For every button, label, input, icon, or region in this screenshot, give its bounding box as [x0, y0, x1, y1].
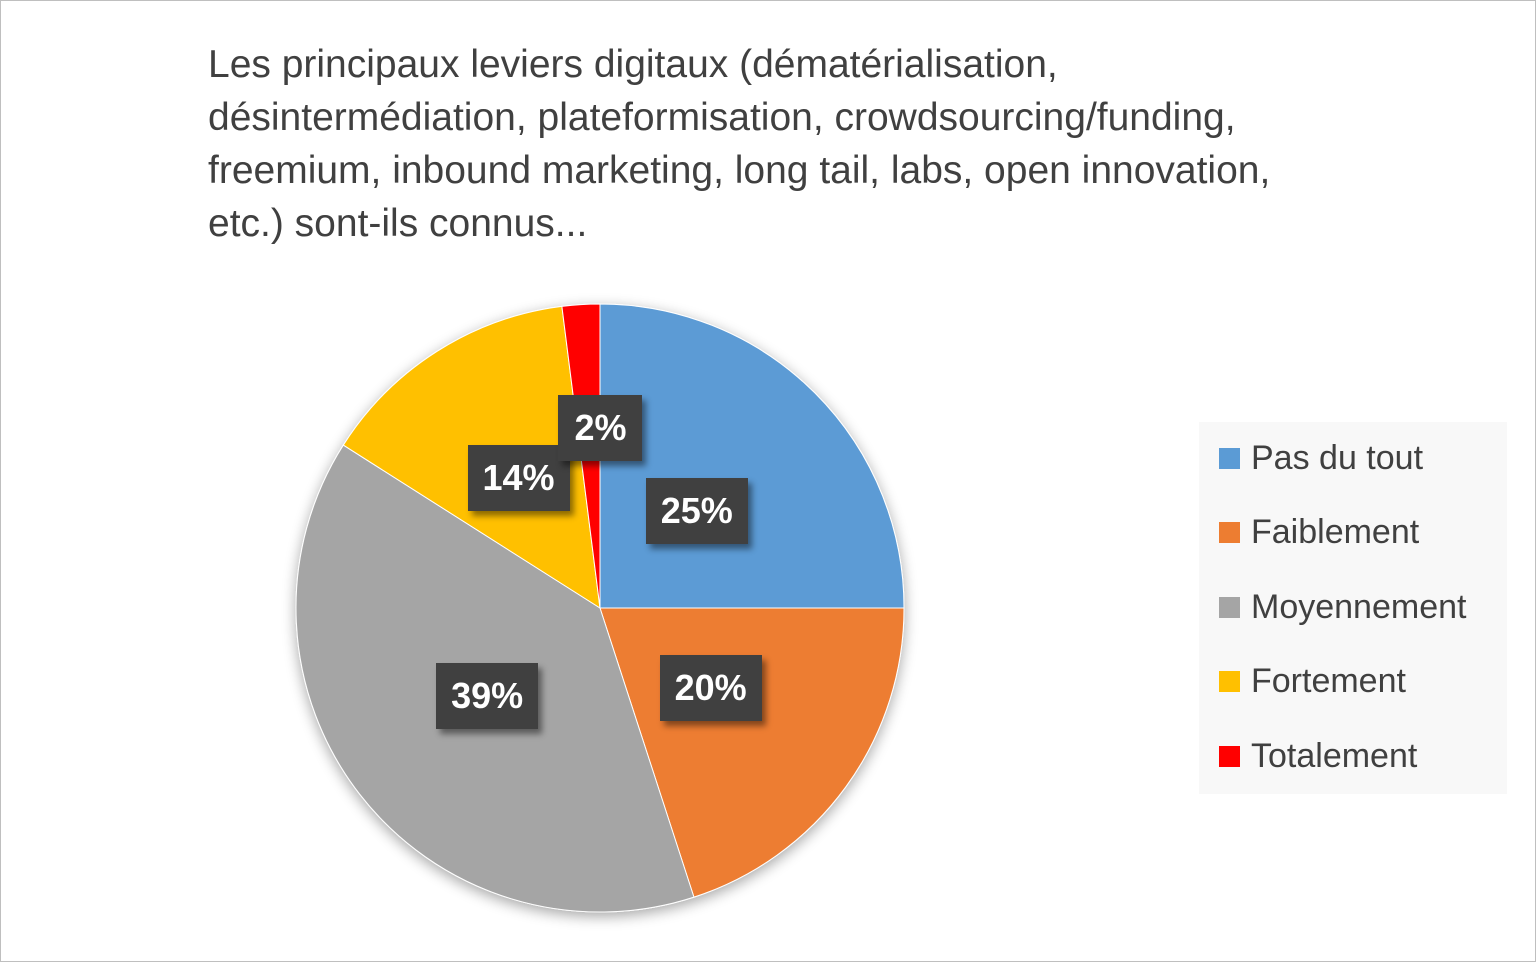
legend-item-faiblement: Faiblement — [1219, 513, 1419, 553]
legend-label: Faiblement — [1251, 513, 1420, 551]
data-label-fortement: 14% — [467, 444, 570, 511]
data-label-pas-du-tout: 25% — [645, 478, 748, 545]
pie-slice-pas-du-tout — [599, 303, 905, 609]
legend-swatch — [1219, 596, 1240, 618]
chart-title: Les principaux leviers digitaux (dématér… — [208, 43, 1271, 245]
legend: Pas du tout Faiblement Moyennement Fortemen… — [1199, 422, 1507, 794]
legend-item-totalement: Totalement — [1219, 736, 1417, 776]
legend-item-pas-du-tout: Pas du tout — [1219, 438, 1423, 478]
legend-item-fortement: Fortement — [1219, 662, 1406, 702]
legend-swatch — [1219, 447, 1240, 469]
legend-item-moyennement: Moyennement — [1219, 587, 1466, 627]
data-label-moyennement: 39% — [436, 662, 539, 729]
data-label-faiblement: 20% — [659, 655, 762, 722]
legend-swatch — [1219, 522, 1240, 543]
legend-label: Totalement — [1251, 736, 1418, 775]
data-label-totalement: 2% — [558, 395, 643, 462]
legend-label: Pas du tout — [1251, 438, 1424, 477]
legend-label: Moyennement — [1251, 587, 1467, 626]
legend-swatch — [1219, 745, 1240, 767]
legend-label: Fortement — [1251, 662, 1406, 700]
legend-swatch — [1219, 671, 1240, 692]
